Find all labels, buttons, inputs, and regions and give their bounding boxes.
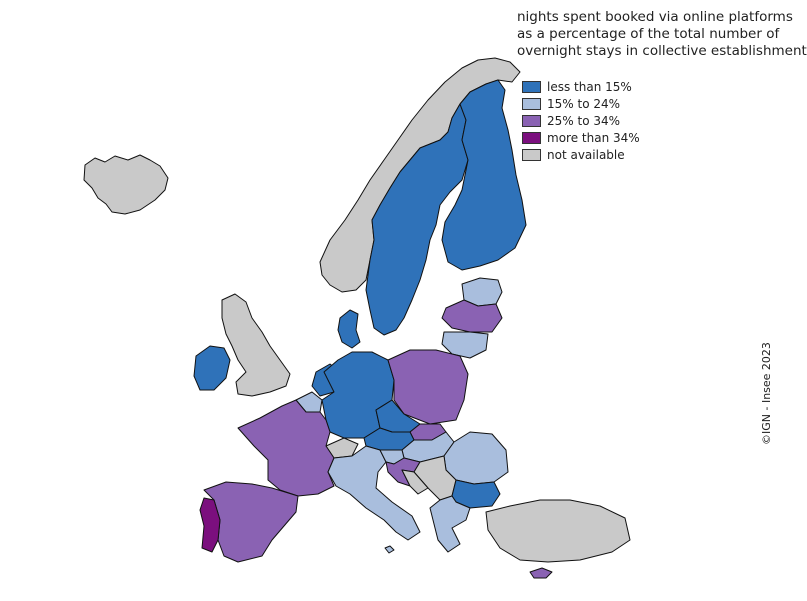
- region-greece: [429, 495, 471, 553]
- legend-swatch: [522, 97, 541, 110]
- region-cyprus: [529, 567, 553, 579]
- region-poland: [387, 349, 469, 425]
- region-finland: [441, 79, 527, 271]
- legend-swatch: [522, 114, 541, 127]
- legend-item: 25% to 34%: [522, 112, 640, 129]
- legend-swatch: [522, 148, 541, 161]
- legend-swatch: [522, 80, 541, 93]
- legend-item: not available: [522, 146, 640, 163]
- legend-label: 15% to 24%: [547, 96, 621, 111]
- region-latvia: [441, 299, 503, 333]
- title-line-1: nights spent booked via online platforms: [517, 9, 793, 25]
- region-turkey: [485, 499, 631, 563]
- region-bosnia: [401, 469, 429, 495]
- legend-swatch: [522, 131, 541, 144]
- region-uk: [221, 293, 291, 397]
- legend-item: 15% to 24%: [522, 95, 640, 112]
- copyright-credit: ©IGN - Insee 2023: [760, 342, 773, 445]
- region-iceland: [83, 154, 169, 215]
- legend-item: more than 34%: [522, 129, 640, 146]
- region-sweden: [365, 103, 469, 336]
- title-line-3: overnight stays in collective establishm…: [517, 43, 807, 59]
- legend-label: 25% to 34%: [547, 113, 621, 128]
- region-romania: [443, 431, 509, 485]
- legend-item: less than 15%: [522, 78, 640, 95]
- region-france: [237, 399, 335, 497]
- region-lithuania: [441, 331, 489, 359]
- map-title: nights spent booked via online platforms…: [517, 9, 807, 60]
- region-portugal: [199, 497, 221, 553]
- legend-label: less than 15%: [547, 79, 632, 94]
- legend-label: not available: [547, 147, 625, 162]
- title-line-2: as a percentage of the total number of: [517, 26, 780, 42]
- region-italy: [327, 445, 421, 541]
- region-malta: [384, 545, 395, 554]
- legend: less than 15% 15% to 24% 25% to 34% more…: [522, 78, 640, 163]
- legend-label: more than 34%: [547, 130, 640, 145]
- region-ireland: [193, 345, 231, 391]
- region-denmark: [337, 309, 361, 349]
